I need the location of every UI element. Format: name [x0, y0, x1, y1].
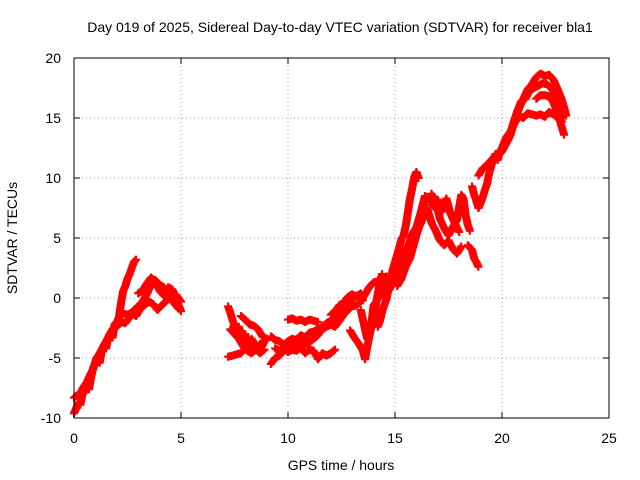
data-point: [474, 262, 483, 271]
data-point: [560, 130, 569, 139]
x-tick-label: 5: [177, 430, 185, 446]
data-point: [177, 307, 185, 316]
axes: [73, 57, 610, 419]
tick-labels: 0 5 10 15 20 25 -10 -5 0 5 10 15 20: [41, 50, 617, 446]
data-point: [358, 296, 367, 305]
x-axis-label: GPS time / hours: [288, 457, 395, 473]
y-tick-label: -5: [49, 350, 62, 366]
chart-title: Day 019 of 2025, Sidereal Day-to-day VTE…: [87, 19, 593, 35]
y-tick-label: -10: [41, 410, 61, 426]
grid: [74, 58, 609, 418]
y-tick-label: 10: [45, 170, 61, 186]
y-tick-label: 20: [45, 50, 61, 66]
y-tick-label: 0: [53, 290, 61, 306]
data-point: [331, 345, 340, 354]
y-tick-label: 15: [45, 110, 61, 126]
x-tick-label: 20: [494, 430, 510, 446]
x-tick-label: 10: [280, 430, 296, 446]
data-point: [465, 226, 474, 235]
data-point: [313, 318, 322, 326]
data-markers: [70, 69, 571, 418]
y-axis-label: SDTVAR / TECUs: [4, 182, 20, 294]
data-point: [132, 255, 141, 264]
data-point: [378, 270, 387, 278]
data-point: [457, 242, 466, 251]
data-point: [414, 174, 423, 182]
data-point: [455, 228, 464, 236]
x-tick-label: 0: [70, 430, 78, 446]
x-tick-label: 15: [387, 430, 403, 446]
data-point: [260, 345, 269, 354]
data-point: [562, 111, 571, 120]
x-tick-label: 25: [601, 430, 617, 446]
y-tick-label: 5: [53, 230, 61, 246]
